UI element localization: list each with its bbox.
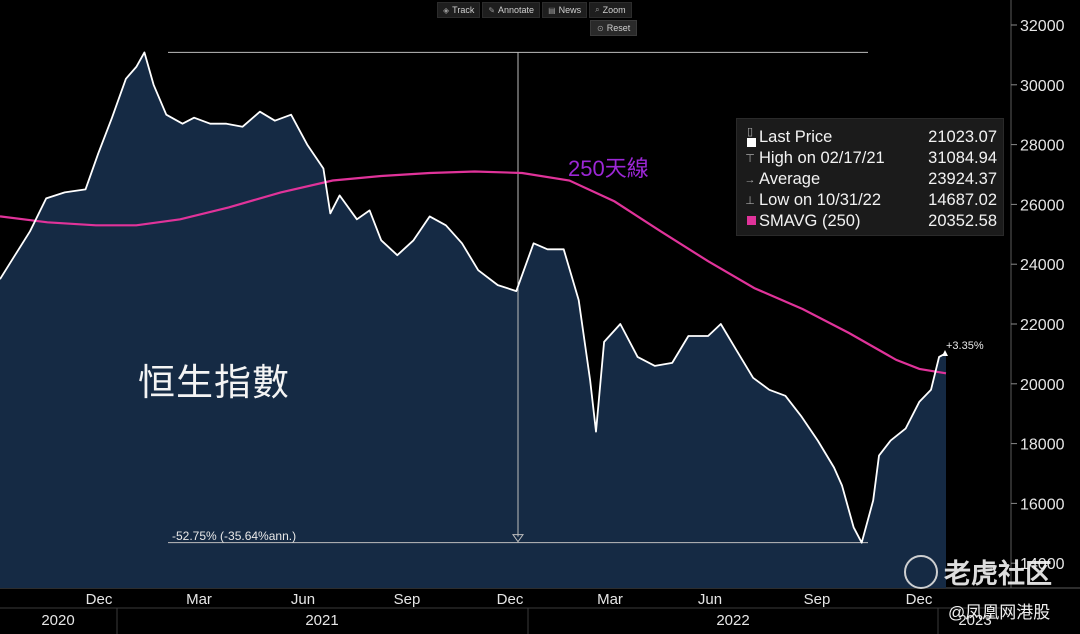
y-tick-label: 22000 — [1020, 317, 1065, 334]
reset-icon: ⊙ — [597, 23, 604, 33]
legend-row-sma: SMAVG (250) 20352.58 — [743, 211, 997, 232]
sma-250-line — [0, 170, 947, 375]
annotate-button[interactable]: ✎ Annotate — [482, 2, 541, 18]
change-annotation: +3.35% — [946, 340, 984, 352]
x-tick-label: Dec — [497, 591, 524, 608]
news-icon: ▤ — [548, 5, 556, 15]
legend-value: 23924.37 — [928, 170, 997, 188]
x-tick-group: Dec Mar Jun Sep Dec Mar Jun Sep Dec — [86, 591, 933, 608]
y-tick-label: 18000 — [1020, 437, 1065, 454]
y-tick-group: 14000 16000 18000 20000 22000 24000 26000 28000… — [1011, 18, 1065, 573]
x-tick-label: Mar — [597, 591, 623, 608]
y-tick-label: 16000 — [1020, 496, 1065, 513]
track-label: Track — [452, 5, 475, 15]
x-tick-label: Dec — [86, 591, 113, 608]
track-icon: ◈ — [443, 5, 450, 15]
price-area — [0, 52, 946, 588]
drawdown-annotation: -52.75% (-35.64%ann.) — [172, 529, 297, 543]
year-tick-label: 2020 — [41, 612, 74, 629]
legend-row-low: ⊥ Low on 10/31/22 14687.02 — [743, 190, 997, 211]
x-tick-label: Jun — [291, 591, 315, 608]
chart-toolbar: ◈ Track ✎ Annotate ▤ News ⌕ Zoom — [437, 2, 632, 18]
reset-button[interactable]: ⊙ Reset — [590, 20, 638, 36]
news-button[interactable]: ▤ News — [542, 2, 588, 18]
legend-row-high: ⊤ High on 02/17/21 31084.94 — [743, 148, 997, 169]
y-tick-label: 30000 — [1020, 78, 1065, 95]
legend-label: High on 02/17/21 — [759, 149, 885, 167]
legend-label: SMAVG (250) — [759, 212, 861, 230]
watermark-brand-text: 老虎社区 — [944, 559, 1052, 589]
price-line — [0, 51, 947, 544]
legend-box: ▯ Last Price 21023.07 ⊤ High on 02/17/21 310… — [736, 118, 1004, 236]
low-marker-icon: ⊥ — [745, 195, 755, 207]
x-tick-label: Jun — [698, 591, 722, 608]
legend-label: Average — [759, 170, 821, 188]
last-price-marker — [942, 350, 948, 356]
zoom-label: Zoom — [602, 5, 626, 15]
year-tick-group: 2020 2021 2022 2023 — [41, 608, 992, 634]
annotate-label: Annotate — [498, 5, 535, 15]
reset-label: Reset — [606, 23, 631, 33]
high-marker-icon: ⊤ — [745, 153, 755, 165]
legend-value: 20352.58 — [928, 212, 997, 230]
watermark-brand: 老虎社区 — [904, 552, 1052, 591]
watermark-handle: @凤凰网港股 — [948, 603, 1051, 622]
x-tick-label: Dec — [906, 591, 933, 608]
sma-swatch-icon — [743, 215, 757, 228]
chart-title: 恒生指數 — [138, 361, 290, 404]
legend-value: 21023.07 — [928, 128, 997, 146]
y-tick-label: 24000 — [1020, 257, 1065, 274]
average-marker-icon: → — [744, 173, 756, 186]
x-tick-label: Mar — [186, 591, 212, 608]
y-tick-label: 26000 — [1020, 197, 1065, 214]
legend-label: Last Price — [759, 128, 833, 146]
search-icon: ⌕ — [595, 5, 600, 14]
y-tick-label: 32000 — [1020, 18, 1065, 35]
legend-value: 31084.94 — [928, 149, 997, 167]
sma-annotation: 250天線 — [568, 156, 649, 181]
legend-value: 14687.02 — [928, 191, 997, 209]
drawdown-arrow-icon — [512, 534, 524, 543]
zoom-button[interactable]: ⌕ Zoom — [589, 2, 632, 18]
year-tick-label: 2021 — [305, 612, 338, 629]
track-button[interactable]: ◈ Track — [437, 2, 481, 18]
x-tick-label: Sep — [394, 591, 421, 608]
pencil-icon: ✎ — [488, 5, 496, 15]
year-tick-label: 2022 — [716, 612, 749, 629]
year-tick-label: 2023 — [958, 612, 991, 629]
y-tick-label: 20000 — [1020, 377, 1065, 394]
legend-row-average: → Average 23924.37 — [743, 169, 998, 190]
legend-marker-icon: ▯ — [743, 125, 757, 150]
y-tick-label: 28000 — [1020, 138, 1065, 155]
legend-row-last: ▯ Last Price 21023.07 — [743, 125, 997, 150]
tiger-logo-icon — [904, 554, 938, 589]
x-tick-label: Sep — [804, 591, 831, 608]
y-tick-label: 14000 — [1020, 556, 1065, 573]
reference-lines — [168, 51, 868, 544]
news-label: News — [558, 5, 582, 15]
legend-label: Low on 10/31/22 — [759, 191, 882, 209]
